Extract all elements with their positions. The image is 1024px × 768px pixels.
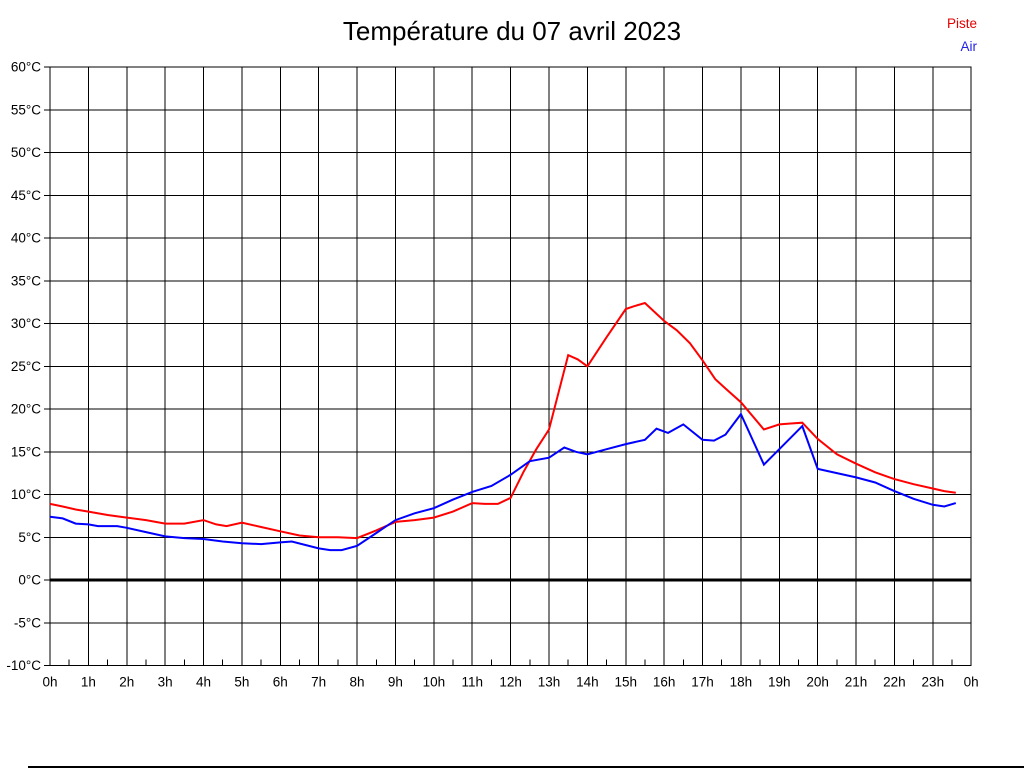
x-tick-label: 6h bbox=[273, 675, 288, 690]
y-tick-label: 60°C bbox=[11, 60, 41, 75]
x-tick-label: 18h bbox=[730, 675, 753, 690]
y-tick-label: 10°C bbox=[11, 487, 41, 502]
x-tick-label: 14h bbox=[576, 675, 599, 690]
series-line-air bbox=[49, 412, 957, 552]
x-tick-label: 12h bbox=[499, 675, 522, 690]
y-tick-label: 55°C bbox=[11, 102, 41, 117]
bottom-border bbox=[28, 766, 1024, 768]
x-tick-label: 21h bbox=[845, 675, 868, 690]
x-tick-label: 5h bbox=[234, 675, 249, 690]
x-tick-label: 3h bbox=[158, 675, 173, 690]
chart-title: Température du 07 avril 2023 bbox=[342, 16, 682, 46]
x-tick-label: 13h bbox=[538, 675, 561, 690]
y-tick-label: 45°C bbox=[11, 188, 41, 203]
y-tick-label: 50°C bbox=[11, 145, 41, 160]
y-tick-label: 0°C bbox=[18, 573, 41, 588]
x-tick-label: 16h bbox=[653, 675, 676, 690]
y-tick-label: -10°C bbox=[6, 658, 41, 673]
x-tick-label: 20h bbox=[806, 675, 829, 690]
legend-item-air: Air bbox=[960, 39, 978, 54]
y-tick-label: 35°C bbox=[11, 273, 41, 288]
x-tick-label: 15h bbox=[614, 675, 637, 690]
x-tick-label: 1h bbox=[81, 675, 96, 690]
x-tick-label: 2h bbox=[119, 675, 134, 690]
x-tick-label: 22h bbox=[883, 675, 906, 690]
x-tick-label: 7h bbox=[311, 675, 326, 690]
x-tick-label: 9h bbox=[388, 675, 403, 690]
x-tick-label: 8h bbox=[350, 675, 365, 690]
series-line-piste bbox=[49, 301, 956, 540]
y-tick-label: 25°C bbox=[11, 359, 41, 374]
x-tick-label: 11h bbox=[461, 675, 483, 690]
y-tick-label: -5°C bbox=[14, 615, 41, 630]
legend-item-piste: Piste bbox=[946, 16, 977, 31]
x-tick-label: 17h bbox=[691, 675, 714, 690]
x-tick-label: 23h bbox=[922, 675, 945, 690]
y-tick-label: 40°C bbox=[11, 231, 41, 246]
x-tick-label: 10h bbox=[423, 675, 446, 690]
y-tick-label: 15°C bbox=[11, 444, 41, 459]
x-tick-label: 19h bbox=[768, 675, 791, 690]
y-tick-label: 30°C bbox=[11, 316, 41, 331]
y-tick-label: 20°C bbox=[11, 402, 41, 417]
x-tick-label: 0h bbox=[964, 675, 979, 690]
y-tick-label: 5°C bbox=[18, 530, 41, 545]
chart-legend: Piste Air bbox=[947, 12, 977, 58]
x-tick-label: 0h bbox=[42, 675, 57, 690]
x-tick-label: 4h bbox=[196, 675, 211, 690]
